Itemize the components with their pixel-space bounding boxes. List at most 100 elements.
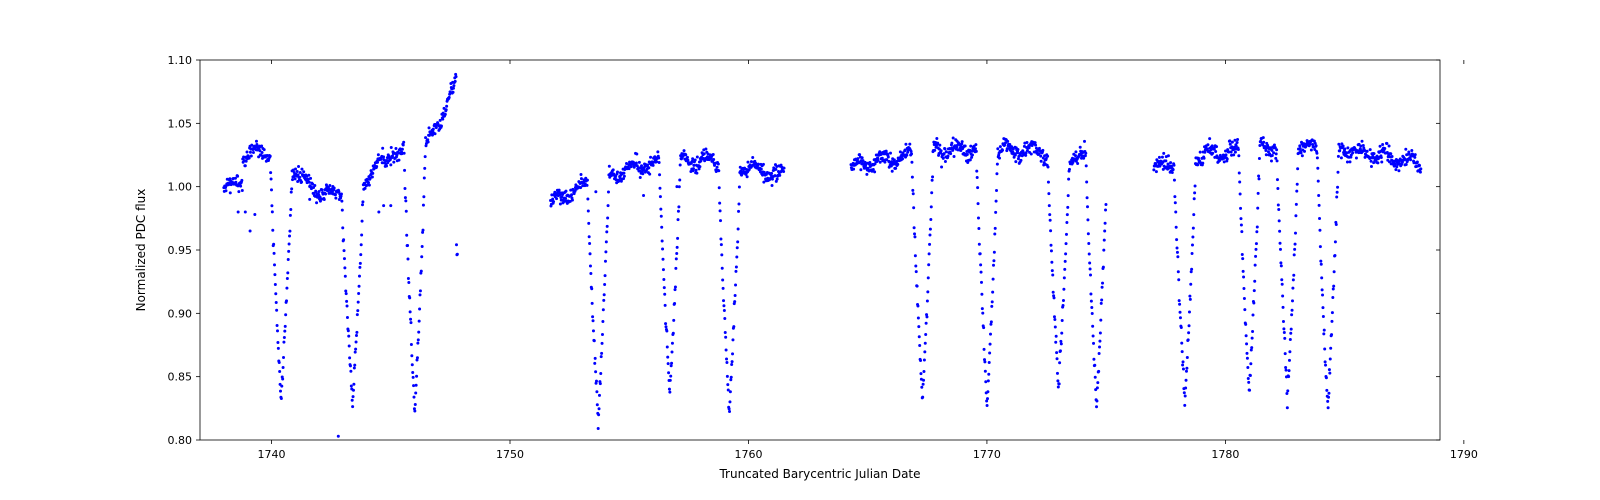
- data-point: [588, 235, 591, 238]
- data-point: [1337, 155, 1340, 158]
- data-point: [427, 140, 430, 143]
- data-point: [357, 301, 360, 304]
- data-point: [924, 342, 927, 345]
- data-point: [593, 339, 596, 342]
- data-point: [1065, 221, 1068, 224]
- data-point: [980, 281, 983, 284]
- data-point: [1322, 315, 1325, 318]
- data-point: [1098, 340, 1101, 343]
- data-point: [358, 275, 361, 278]
- data-point: [414, 403, 417, 406]
- data-point: [589, 252, 592, 255]
- data-point: [1051, 273, 1054, 276]
- data-point: [278, 370, 281, 373]
- data-point: [1046, 155, 1049, 158]
- data-point: [281, 378, 284, 381]
- data-point: [1276, 178, 1279, 181]
- data-point: [1265, 153, 1268, 156]
- data-point: [914, 254, 917, 257]
- data-point: [944, 147, 947, 150]
- data-point: [980, 293, 983, 296]
- data-point: [757, 163, 760, 166]
- data-point: [703, 152, 706, 155]
- data-point: [1244, 323, 1247, 326]
- data-point: [675, 257, 678, 260]
- data-point: [401, 148, 404, 151]
- data-point: [1282, 327, 1285, 330]
- data-point: [288, 235, 291, 238]
- data-point: [1076, 162, 1079, 165]
- data-point: [1062, 299, 1065, 302]
- data-point: [602, 299, 605, 302]
- data-point: [1370, 165, 1373, 168]
- data-point: [1006, 140, 1009, 143]
- data-point: [735, 266, 738, 269]
- data-point: [342, 238, 345, 241]
- data-point: [375, 165, 378, 168]
- data-point: [272, 243, 275, 246]
- data-point: [728, 410, 731, 413]
- data-point: [657, 156, 660, 159]
- data-point: [1178, 299, 1181, 302]
- data-point: [1299, 147, 1302, 150]
- data-point: [993, 232, 996, 235]
- data-point: [1292, 278, 1295, 281]
- data-point: [420, 270, 423, 273]
- data-point: [361, 220, 364, 223]
- data-point: [1331, 296, 1334, 299]
- data-point: [982, 326, 985, 329]
- data-point: [923, 359, 926, 362]
- data-point: [676, 246, 679, 249]
- data-point: [723, 309, 726, 312]
- data-point: [1086, 218, 1089, 221]
- data-point: [351, 399, 354, 402]
- ytick-label: 1.05: [168, 117, 193, 130]
- data-point: [1249, 362, 1252, 365]
- data-point: [587, 222, 590, 225]
- data-point: [274, 292, 277, 295]
- data-point: [1178, 303, 1181, 306]
- data-point: [352, 389, 355, 392]
- data-point: [606, 217, 609, 220]
- data-point: [929, 218, 932, 221]
- data-point: [1391, 155, 1394, 158]
- data-point: [586, 179, 589, 182]
- data-point: [734, 270, 737, 273]
- data-point: [287, 258, 290, 261]
- data-point: [1276, 159, 1279, 162]
- data-point: [669, 375, 672, 378]
- data-point: [694, 158, 697, 161]
- data-point: [991, 300, 994, 303]
- data-point: [975, 150, 978, 153]
- data-point: [1346, 161, 1349, 164]
- data-point: [1060, 332, 1063, 335]
- data-point: [1409, 158, 1412, 161]
- data-point: [1320, 276, 1323, 279]
- data-point: [1419, 167, 1422, 170]
- data-point: [413, 409, 416, 412]
- data-point: [919, 372, 922, 375]
- data-point: [993, 251, 996, 254]
- data-point: [1062, 304, 1065, 307]
- data-point: [667, 371, 670, 374]
- data-point: [964, 145, 967, 148]
- data-point: [1316, 156, 1319, 159]
- data-point: [718, 202, 721, 205]
- data-point: [409, 321, 412, 324]
- data-point: [349, 364, 352, 367]
- data-point: [1226, 158, 1229, 161]
- data-point: [1319, 260, 1322, 263]
- data-point: [1186, 356, 1189, 359]
- data-point: [1056, 372, 1059, 375]
- data-point: [368, 184, 371, 187]
- data-point: [736, 240, 739, 243]
- data-point: [1176, 255, 1179, 258]
- data-point: [676, 237, 679, 240]
- data-point: [413, 396, 416, 399]
- data-point: [410, 354, 413, 357]
- data-point: [597, 413, 600, 416]
- data-point: [1416, 161, 1419, 164]
- data-point: [605, 240, 608, 243]
- data-point: [1294, 232, 1297, 235]
- data-point: [942, 157, 945, 160]
